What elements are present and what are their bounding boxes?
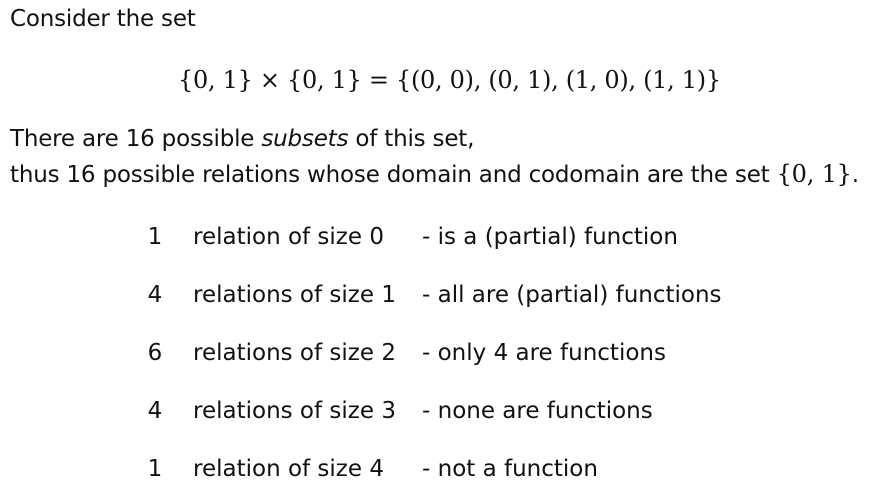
relation-count: 4 — [147, 282, 163, 308]
relation-row: 4 relations of size 3 - none are functio… — [0, 396, 881, 426]
paragraph-line-2: thus 16 possible relations whose domain … — [10, 159, 859, 190]
relation-size-label: relations of size 2 — [193, 340, 396, 366]
relation-row: 6 relations of size 2 - only 4 are funct… — [0, 338, 881, 368]
relation-size-label: relations of size 1 — [193, 282, 396, 308]
paragraph-emphasis-subsets: subsets — [261, 126, 349, 152]
relation-count: 6 — [147, 340, 163, 366]
relation-note: - all are (partial) functions — [422, 282, 722, 308]
paragraph-line-1-end: of this set, — [348, 126, 475, 152]
relation-note: - is a (partial) function — [422, 224, 678, 250]
relation-row: 1 relation of size 4 - not a function — [0, 454, 881, 484]
relation-size-label: relation of size 0 — [193, 224, 384, 250]
relation-count: 1 — [147, 456, 163, 482]
paragraph-line-1-start: There are 16 possible — [10, 126, 262, 152]
intro-text: Consider the set — [10, 6, 196, 32]
relation-count: 4 — [147, 398, 163, 424]
relation-size-label: relation of size 4 — [193, 456, 384, 482]
cartesian-product-equation: {0, 1} × {0, 1} = {(0, 0), (0, 1), (1, 0… — [178, 66, 721, 94]
relation-row: 1 relation of size 0 - is a (partial) fu… — [0, 222, 881, 252]
paragraph-set-math: {0, 1} — [776, 160, 852, 188]
relation-note: - none are functions — [422, 398, 653, 424]
relation-row: 4 relations of size 1 - all are (partial… — [0, 280, 881, 310]
relation-note: - only 4 are functions — [422, 340, 666, 366]
paragraph-line-1: There are 16 possible subsets of this se… — [10, 124, 474, 154]
relation-note: - not a function — [422, 456, 598, 482]
paragraph-line-2-start: thus 16 possible relations whose domain … — [10, 162, 777, 188]
paragraph-line-2-end: . — [851, 162, 859, 188]
relation-size-label: relations of size 3 — [193, 398, 396, 424]
relation-count: 1 — [147, 224, 163, 250]
